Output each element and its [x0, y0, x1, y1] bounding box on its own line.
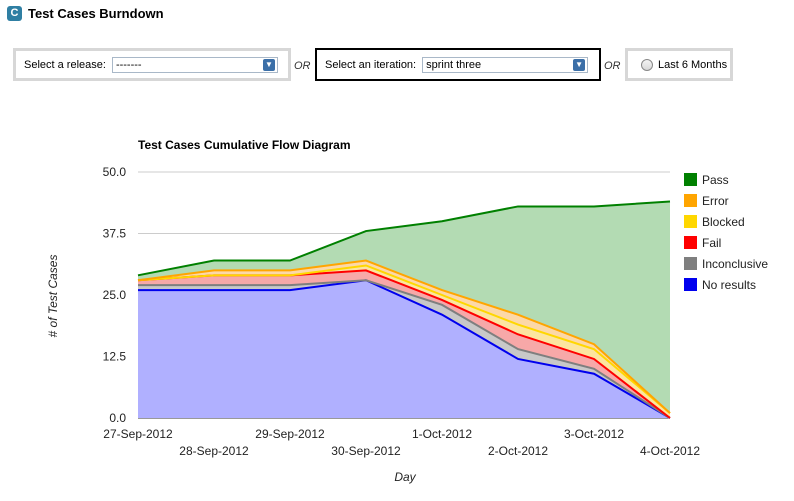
- iteration-select[interactable]: sprint three ▼: [422, 56, 589, 73]
- x-tick-label: 29-Sep-2012: [255, 427, 325, 441]
- release-filter-box: Select a release: ------- ▼: [13, 48, 291, 81]
- y-tick-label: 37.5: [103, 227, 127, 241]
- y-tick-label: 25.0: [103, 288, 127, 302]
- legend-label: Fail: [702, 236, 721, 250]
- page-header: C Test Cases Burndown: [7, 6, 164, 21]
- legend-swatch: [684, 278, 697, 291]
- release-label: Select a release:: [24, 58, 106, 71]
- x-tick-label: 1-Oct-2012: [412, 427, 472, 441]
- axes: 0.0 12.5 25.0 37.5 50.0 27-Sep-2012 28-Sep-201…: [103, 165, 701, 458]
- y-tick-label: 12.5: [103, 350, 127, 364]
- line-inconclusive: [138, 279, 671, 419]
- or-separator-2: OR: [604, 60, 621, 72]
- chevron-down-icon[interactable]: ▼: [573, 58, 586, 71]
- x-tick-label: 4-Oct-2012: [640, 444, 700, 458]
- legend-swatch: [684, 194, 697, 207]
- last-months-radio[interactable]: [641, 58, 653, 71]
- or-separator-1: OR: [294, 60, 311, 72]
- legend-swatch: [684, 173, 697, 186]
- legend-swatch: [684, 236, 697, 249]
- legend-label: No results: [702, 278, 756, 292]
- legend-label: Inconclusive: [702, 257, 768, 271]
- legend-swatch: [684, 215, 697, 228]
- last-months-label[interactable]: Last 6 Months: [658, 58, 728, 71]
- line-blocked: [137, 264, 671, 414]
- line-error: [137, 259, 671, 414]
- x-tick-label: 30-Sep-2012: [331, 444, 401, 458]
- y-axis-label: # of Test Cases: [46, 255, 60, 338]
- x-axis-label: Day: [394, 470, 416, 484]
- y-tick-label: 50.0: [103, 165, 127, 179]
- app-logo-icon: C: [7, 6, 22, 21]
- legend-label: Pass: [702, 173, 729, 187]
- x-tick-label: 27-Sep-2012: [103, 427, 173, 441]
- x-tick-label: 3-Oct-2012: [564, 427, 624, 441]
- y-tick-label: 0.0: [109, 411, 126, 425]
- release-select[interactable]: ------- ▼: [111, 56, 278, 73]
- x-tick-label: 2-Oct-2012: [488, 444, 548, 458]
- iteration-select-value: sprint three: [426, 58, 482, 71]
- page-title: Test Cases Burndown: [28, 6, 164, 21]
- iteration-filter-box: Select an iteration: sprint three ▼: [315, 48, 601, 81]
- last-months-box: Last 6 Months: [625, 48, 733, 81]
- chart-title: Test Cases Cumulative Flow Diagram: [138, 138, 351, 152]
- area-pass: [138, 201, 670, 414]
- iteration-label: Select an iteration:: [325, 58, 417, 71]
- area-blocked: [138, 265, 670, 418]
- area-no-results: [138, 280, 670, 418]
- series-lines: [137, 200, 671, 419]
- legend-label: Error: [702, 194, 729, 208]
- legend-swatch: [684, 257, 697, 270]
- chevron-down-icon[interactable]: ▼: [262, 58, 275, 71]
- line-no-results: [138, 279, 671, 419]
- x-tick-label: 28-Sep-2012: [179, 444, 249, 458]
- legend: Pass Error Blocked Fail Inconclusive No resul…: [684, 173, 768, 292]
- line-pass: [137, 200, 671, 277]
- release-select-value: -------: [115, 58, 142, 71]
- legend-label: Blocked: [702, 215, 745, 229]
